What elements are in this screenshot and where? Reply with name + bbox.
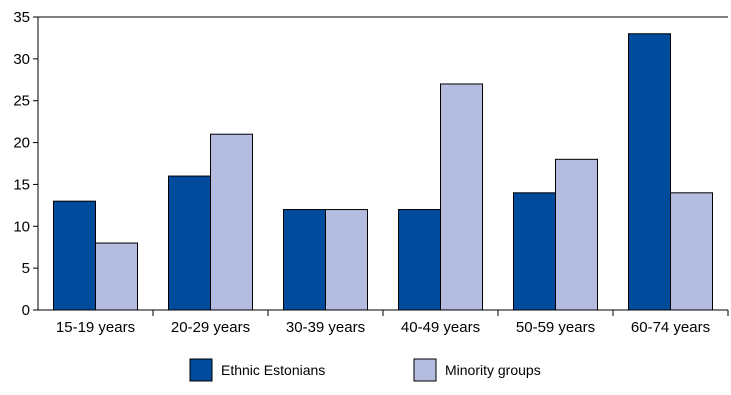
x-tick-label: 60-74 years: [631, 319, 710, 336]
x-tick-label: 15-19 years: [56, 319, 135, 336]
y-tick-label: 15: [13, 176, 30, 193]
y-tick-label: 20: [13, 135, 30, 152]
bar-minority-groups: [670, 192, 713, 311]
y-tick-label: 0: [22, 302, 30, 319]
bar-minority-groups: [555, 158, 598, 311]
bar-ethnic-estonians: [398, 209, 441, 311]
y-tick-label: 5: [22, 260, 30, 277]
bar-minority-groups: [95, 242, 138, 311]
x-tick-label: 50-59 years: [516, 319, 595, 336]
y-tick-label: 35: [13, 9, 30, 26]
bar-ethnic-estonians: [283, 209, 326, 311]
legend-swatch: [413, 358, 437, 382]
x-tick-label: 30-39 years: [286, 319, 365, 336]
bar-ethnic-estonians: [168, 175, 211, 311]
legend: Ethnic Estonians Minority groups: [189, 358, 541, 382]
legend-swatch: [189, 358, 213, 382]
bar-minority-groups: [210, 133, 253, 311]
bar-ethnic-estonians: [513, 192, 556, 311]
legend-label: Ethnic Estonians: [221, 362, 325, 378]
bar-ethnic-estonians: [53, 200, 96, 311]
y-tick-label: 30: [13, 51, 30, 68]
x-tick-label: 20-29 years: [171, 319, 250, 336]
bar-ethnic-estonians: [628, 33, 671, 311]
bars: [53, 33, 713, 311]
y-axis: 0 5 10 15 20 25 30 35: [13, 9, 728, 319]
y-tick-label: 25: [13, 93, 30, 110]
y-tick-label: 10: [13, 218, 30, 235]
bar-minority-groups: [440, 83, 483, 311]
x-tick-label: 40-49 years: [401, 319, 480, 336]
x-axis: 15-19 years 20-29 years 30-39 years 40-49 y…: [38, 309, 729, 336]
bar-minority-groups: [325, 209, 368, 311]
legend-label: Minority groups: [445, 362, 541, 378]
